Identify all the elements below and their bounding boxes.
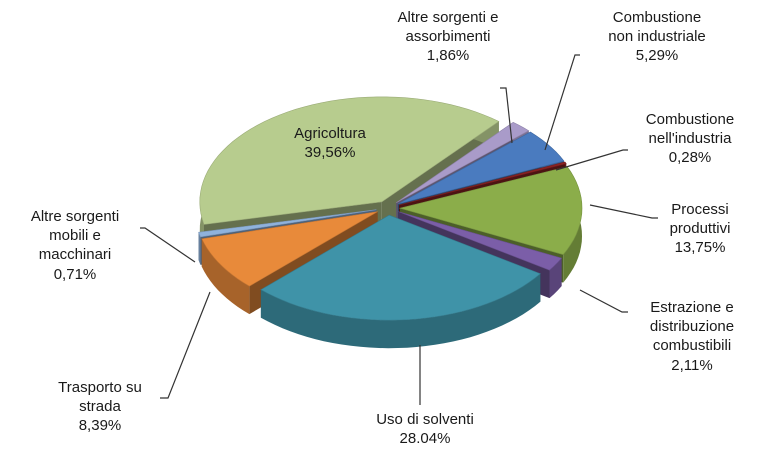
category-name: Processi produttivi [669, 201, 731, 238]
category-name: Combustione non industriale [608, 9, 706, 46]
value-label: 5,29% [635, 47, 679, 65]
leader-line [500, 87, 513, 144]
value-label: 13,75% [674, 239, 726, 257]
slice-side [260, 273, 541, 349]
slice-side [198, 232, 201, 265]
slice [201, 211, 378, 287]
slice-label: Estrazione e distribuzione combustibili 2… [650, 298, 734, 375]
slice-side [549, 258, 562, 299]
leader-lines [140, 54, 658, 405]
leader-line [160, 291, 211, 399]
slice [398, 166, 583, 255]
leader-line [579, 289, 628, 313]
value-label: 0,28% [668, 149, 712, 167]
leader-line [140, 227, 196, 263]
slice-label: Agricoltura 39,56% [294, 124, 366, 162]
value-label: 0,71% [53, 265, 97, 283]
slice-label: Processi produttivi 13,75% [670, 200, 731, 258]
category-name: Combustione nell'industria [645, 111, 735, 148]
slice [260, 214, 541, 321]
slice-label: Uso di solventi 28.04% [376, 410, 474, 448]
slice-label: Altre sorgenti mobili e macchinari 0,71% [31, 207, 119, 284]
category-name: Altre sorgenti mobili e macchinari [30, 208, 120, 264]
slice-label: Combustione nell'industria 0,28% [646, 110, 734, 168]
category-name: Altre sorgenti e assorbimenti [397, 9, 499, 46]
slice [396, 121, 530, 204]
value-label: 1,86% [426, 47, 470, 65]
value-label: 8,39% [78, 417, 122, 435]
category-name: Uso di solventi [376, 411, 474, 428]
slice-label: Trasporto su strada 8,39% [58, 378, 142, 436]
slice-label: Combustione non industriale 5,29% [608, 8, 706, 66]
value-label: 39,56% [304, 144, 356, 162]
category-name: Agricoltura [294, 125, 366, 142]
value-label: 28.04% [399, 430, 451, 448]
pie [198, 96, 583, 349]
value-label: 2,11% [671, 356, 713, 374]
leader-line [589, 204, 658, 219]
leader-line [544, 54, 580, 151]
slice-label: Altre sorgenti e assorbimenti 1,86% [398, 8, 499, 66]
category-name: Trasporto su strada [58, 379, 142, 416]
leader-line [555, 149, 628, 171]
slice [198, 209, 377, 238]
category-name: Estrazione e distribuzione combustibili [649, 299, 735, 355]
slice [397, 131, 565, 205]
slice [199, 96, 500, 225]
slice [398, 211, 563, 271]
slice [398, 161, 567, 206]
